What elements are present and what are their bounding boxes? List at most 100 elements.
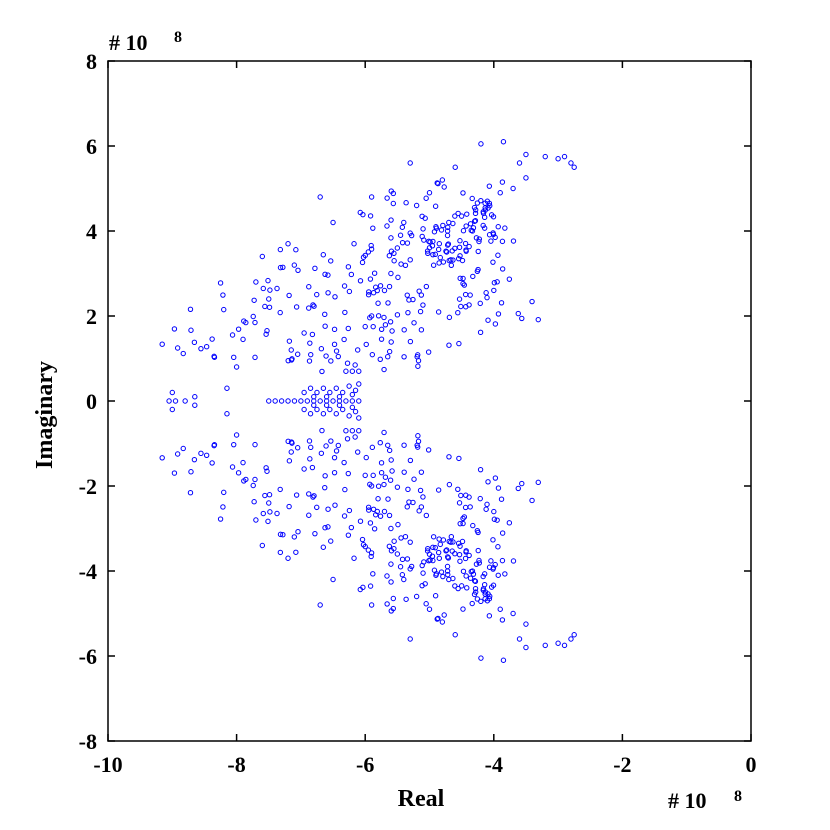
data-point bbox=[356, 398, 362, 404]
data-point bbox=[288, 449, 294, 455]
data-point bbox=[368, 194, 375, 200]
data-point bbox=[377, 356, 383, 362]
data-point bbox=[443, 249, 450, 255]
data-point bbox=[488, 212, 495, 218]
data-point bbox=[341, 336, 347, 343]
data-point bbox=[389, 328, 395, 334]
data-point bbox=[467, 221, 474, 227]
data-point bbox=[314, 406, 320, 413]
data-point bbox=[415, 433, 421, 439]
data-point bbox=[440, 222, 446, 229]
data-point bbox=[252, 354, 258, 361]
data-point bbox=[348, 524, 355, 531]
data-point bbox=[466, 243, 472, 250]
data-point bbox=[328, 258, 334, 264]
data-point bbox=[359, 536, 366, 543]
data-point bbox=[457, 520, 463, 527]
data-point bbox=[385, 442, 391, 448]
data-point bbox=[497, 606, 503, 612]
data-point bbox=[437, 541, 443, 548]
data-point bbox=[472, 207, 479, 213]
data-point bbox=[352, 408, 359, 415]
data-point bbox=[171, 326, 178, 332]
data-point bbox=[384, 573, 390, 579]
data-point bbox=[486, 183, 493, 189]
data-point bbox=[264, 468, 270, 474]
data-point bbox=[397, 232, 404, 238]
data-point bbox=[381, 366, 387, 373]
data-point bbox=[458, 303, 464, 310]
data-point bbox=[523, 621, 529, 627]
data-point bbox=[381, 429, 387, 436]
data-point bbox=[440, 573, 446, 580]
data-point bbox=[484, 294, 490, 301]
data-point bbox=[568, 636, 574, 642]
data-point bbox=[328, 538, 334, 544]
data-point bbox=[166, 398, 172, 404]
data-point bbox=[332, 502, 338, 508]
data-point bbox=[482, 205, 488, 211]
data-point bbox=[341, 513, 348, 519]
data-point bbox=[499, 179, 506, 185]
data-point bbox=[456, 551, 463, 558]
data-point bbox=[462, 240, 469, 247]
data-point bbox=[309, 464, 316, 471]
data-point bbox=[260, 510, 266, 517]
data-point bbox=[221, 306, 227, 313]
data-point bbox=[401, 576, 407, 583]
data-point bbox=[480, 210, 487, 216]
data-point bbox=[450, 539, 456, 545]
data-point bbox=[336, 394, 343, 400]
data-point bbox=[455, 210, 461, 217]
data-point bbox=[414, 354, 420, 360]
data-point bbox=[386, 253, 393, 259]
data-point bbox=[293, 247, 299, 253]
y-axis-label: Imaginary bbox=[32, 361, 58, 469]
x-axis-exponent: # 10 bbox=[668, 788, 707, 813]
data-point bbox=[377, 513, 384, 519]
data-point bbox=[266, 500, 272, 506]
data-point bbox=[323, 394, 330, 400]
data-point bbox=[344, 360, 351, 366]
data-point bbox=[459, 538, 466, 545]
data-point bbox=[265, 277, 271, 284]
data-point bbox=[408, 232, 415, 239]
data-point bbox=[485, 317, 491, 323]
data-point bbox=[571, 164, 577, 170]
data-point bbox=[464, 585, 470, 591]
data-point bbox=[252, 441, 258, 448]
data-point bbox=[463, 223, 469, 229]
data-point bbox=[460, 515, 466, 522]
data-point bbox=[384, 195, 390, 201]
data-point bbox=[414, 442, 420, 448]
data-point bbox=[318, 346, 325, 352]
data-point bbox=[476, 236, 483, 242]
data-point bbox=[456, 340, 462, 347]
data-point bbox=[391, 250, 397, 257]
data-point bbox=[331, 326, 338, 333]
data-point bbox=[460, 280, 466, 287]
data-point bbox=[211, 354, 218, 360]
data-point bbox=[472, 585, 479, 592]
data-point bbox=[335, 353, 341, 360]
data-point bbox=[370, 225, 376, 231]
data-point bbox=[370, 571, 376, 577]
data-point bbox=[360, 254, 367, 260]
y-tick-label: 4 bbox=[86, 219, 97, 244]
data-point bbox=[344, 436, 351, 442]
data-point bbox=[420, 570, 426, 576]
data-point bbox=[386, 348, 393, 355]
data-point bbox=[432, 251, 439, 258]
data-point bbox=[416, 508, 422, 514]
data-point bbox=[217, 280, 224, 286]
data-point bbox=[346, 413, 352, 419]
data-point bbox=[397, 564, 404, 570]
data-point bbox=[260, 285, 266, 292]
plot-area bbox=[107, 60, 752, 742]
data-point bbox=[377, 440, 383, 446]
data-point bbox=[463, 304, 469, 310]
data-point bbox=[423, 512, 430, 519]
data-point bbox=[561, 642, 568, 649]
data-point bbox=[450, 257, 456, 263]
data-point bbox=[285, 398, 291, 404]
